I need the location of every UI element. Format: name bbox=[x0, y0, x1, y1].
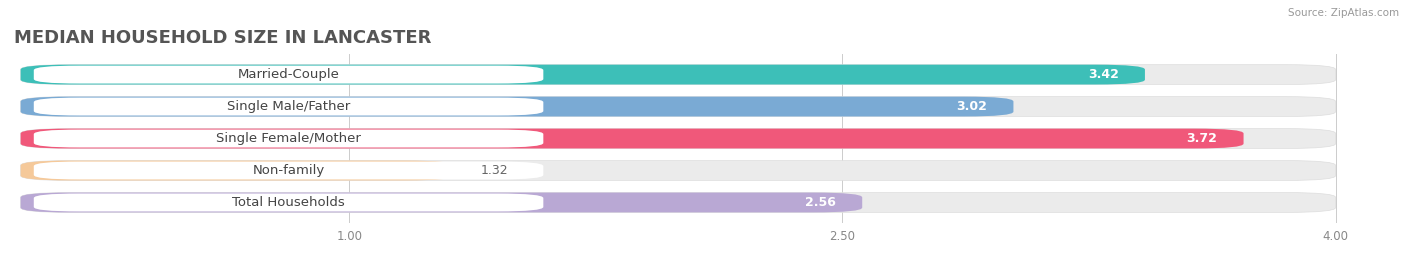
Text: 1.32: 1.32 bbox=[481, 164, 509, 177]
FancyBboxPatch shape bbox=[21, 65, 1336, 84]
FancyBboxPatch shape bbox=[21, 161, 1336, 180]
FancyBboxPatch shape bbox=[21, 129, 1336, 148]
FancyBboxPatch shape bbox=[34, 130, 543, 147]
FancyBboxPatch shape bbox=[21, 129, 1243, 148]
Text: 3.42: 3.42 bbox=[1088, 68, 1119, 81]
Text: Source: ZipAtlas.com: Source: ZipAtlas.com bbox=[1288, 8, 1399, 18]
Text: 3.02: 3.02 bbox=[956, 100, 987, 113]
Text: MEDIAN HOUSEHOLD SIZE IN LANCASTER: MEDIAN HOUSEHOLD SIZE IN LANCASTER bbox=[14, 29, 432, 47]
Text: Total Households: Total Households bbox=[232, 196, 344, 209]
Text: 3.72: 3.72 bbox=[1187, 132, 1218, 145]
FancyBboxPatch shape bbox=[34, 193, 543, 211]
FancyBboxPatch shape bbox=[21, 193, 1336, 213]
Text: 2.56: 2.56 bbox=[806, 196, 837, 209]
FancyBboxPatch shape bbox=[34, 98, 543, 115]
FancyBboxPatch shape bbox=[21, 97, 1336, 116]
Text: Married-Couple: Married-Couple bbox=[238, 68, 339, 81]
FancyBboxPatch shape bbox=[21, 65, 1144, 84]
Text: Non-family: Non-family bbox=[253, 164, 325, 177]
Text: Single Female/Mother: Single Female/Mother bbox=[217, 132, 361, 145]
FancyBboxPatch shape bbox=[21, 97, 1014, 116]
FancyBboxPatch shape bbox=[21, 193, 862, 213]
FancyBboxPatch shape bbox=[34, 162, 543, 179]
FancyBboxPatch shape bbox=[34, 66, 543, 84]
Text: Single Male/Father: Single Male/Father bbox=[226, 100, 350, 113]
FancyBboxPatch shape bbox=[21, 161, 454, 180]
